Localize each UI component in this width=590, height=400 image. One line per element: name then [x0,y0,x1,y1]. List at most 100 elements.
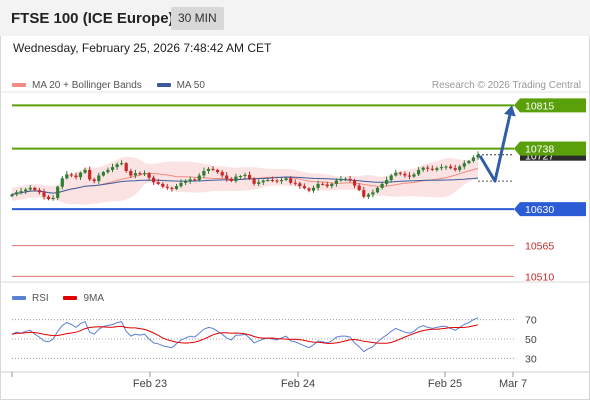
candle [101,171,105,177]
candle-body [353,180,357,186]
candle-body [316,183,320,188]
candle [293,179,297,186]
candle [216,168,220,174]
candle-body [152,177,156,183]
candle [435,166,439,172]
candle-body [325,184,329,187]
candle [302,183,306,190]
candle [115,162,119,170]
candle-body [279,180,284,182]
candle-body [298,183,302,187]
candle [307,187,311,193]
candle [471,155,475,163]
candle-body [124,163,128,171]
candle [380,181,384,190]
candle [211,166,215,171]
candle-body [69,174,73,176]
x-tick-label: Feb 24 [281,378,315,390]
candle [238,174,242,179]
candle [110,163,115,173]
candle-body [462,163,466,167]
candle [394,169,398,177]
credit-text: Research © 2026 Trading Central [431,80,581,91]
candle-body [266,180,270,181]
candle [229,177,233,183]
candle [37,187,41,195]
candle [252,177,256,186]
candle-body [270,180,274,181]
candle-body [293,182,297,184]
ma20-swatch [12,83,26,88]
candle-body [371,192,375,195]
candle-body [243,174,247,176]
candle-body [321,183,325,185]
candle-body [110,167,115,170]
candle-body [51,197,55,199]
candle [366,192,370,199]
candle-body [275,180,279,182]
candle-body [179,182,183,187]
x-tick-label: Feb 25 [428,378,462,390]
candle [462,160,466,170]
candle-body [458,166,462,170]
candle-body [385,180,389,184]
candle-body [229,178,233,181]
price-legend: MA 20 + Bollinger Bands MA 50 [12,80,217,91]
chart-header: FTSE 100 (ICE Europe) 30 MIN [0,0,590,36]
candle [362,186,366,199]
candle-body [197,175,201,180]
legend-ma20-label: MA 20 + Bollinger Bands [32,80,142,91]
candle-body [37,190,41,193]
candle-body [97,175,101,182]
candle [78,171,83,180]
candle-body [138,173,142,175]
level-text-10565: 10565 [525,241,554,253]
timeframe-badge[interactable]: 30 MIN [171,7,224,30]
legend-rsi: RSI [12,293,49,304]
candle-body [165,186,169,188]
level-text-10630: 10630 [525,204,554,216]
candle-body [193,179,197,181]
candle [444,165,448,170]
candle [174,183,179,191]
candle [56,185,60,201]
candle [234,173,238,183]
candle-body [147,173,151,178]
candle-body [161,183,165,187]
candle [284,177,288,182]
candle-body [202,171,206,176]
candle-body [426,167,430,169]
candle-body [174,186,179,189]
rsi-tick-label: 70 [525,315,537,327]
level-text-10815: 10815 [525,100,554,112]
candle-body [453,168,457,170]
candle-body [120,163,124,165]
candle-body [115,164,119,168]
candle-body [380,183,384,188]
ma50-swatch [156,83,171,88]
candle-body [362,190,366,197]
legend-ma50-label: MA 50 [176,80,205,91]
candle [69,172,73,178]
legend-ma50: MA 50 [156,80,205,91]
candle [389,173,393,183]
candle-body [366,194,370,197]
candle [330,182,334,189]
candle [220,169,224,178]
candle [120,160,124,166]
candle-body [101,172,105,176]
level-label-10815: 10815 [514,98,586,113]
candle [138,171,142,176]
candle-body [439,167,444,169]
candle [129,168,133,178]
candle-body [289,178,293,183]
candle [206,167,211,174]
candle [417,167,421,176]
candle-body [284,178,288,180]
candle [325,181,329,188]
candle [339,176,343,182]
candle-body [33,187,37,190]
candle-body [106,169,110,173]
candle [357,183,361,192]
legend-9ma: 9MA [63,293,104,304]
